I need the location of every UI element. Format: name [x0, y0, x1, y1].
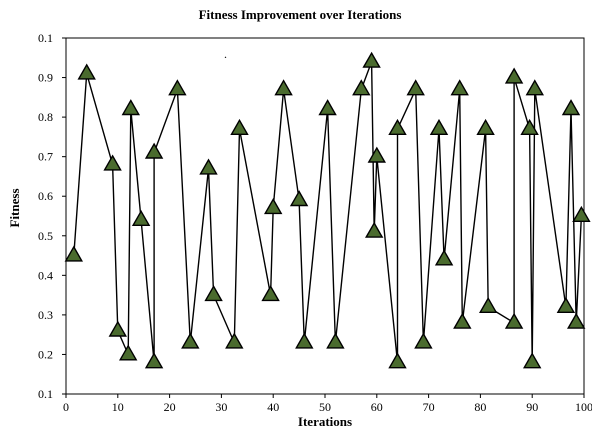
data-point-triangle	[181, 332, 200, 349]
data-point-triangle	[64, 245, 84, 262]
y-tick-label: 0.1	[38, 31, 53, 45]
data-point-triangle	[364, 221, 384, 238]
x-tick-label: 10	[112, 400, 124, 414]
data-point-triangle	[225, 332, 244, 349]
x-axis-label: Iterations	[298, 414, 352, 429]
data-point-triangle	[274, 79, 293, 96]
y-axis-label: Fitness	[7, 189, 22, 228]
data-point-triangle	[326, 332, 345, 349]
data-point-triangle	[367, 146, 387, 163]
data-point-triangle	[434, 249, 454, 266]
y-tick-label: 0.7	[38, 150, 53, 164]
data-point-triangle	[263, 197, 283, 215]
series-markers-group	[64, 51, 591, 369]
x-axis-ticks: 0 10 20 30 40 50 60 70 80 90 100	[63, 394, 592, 414]
data-point-triangle	[406, 79, 425, 96]
data-point-triangle	[414, 332, 433, 349]
y-tick-label: 0.6	[38, 189, 53, 203]
data-point-triangle	[77, 63, 96, 80]
data-point-triangle	[103, 154, 122, 171]
data-point-triangle	[230, 118, 249, 135]
y-tick-label: 0.5	[38, 229, 53, 243]
data-point-triangle	[362, 51, 381, 68]
data-point-triangle	[572, 205, 591, 222]
data-point-triangle	[561, 99, 581, 116]
data-point-triangle	[504, 67, 524, 84]
data-point-triangle	[352, 79, 371, 96]
y-tick-label: 0.4	[38, 268, 53, 282]
y-axis-ticks: 0.1 0.2 0.3 0.4 0.5 0.6 0.7 0.8 0.9 0.1	[38, 31, 66, 401]
data-point-triangle	[556, 296, 576, 313]
data-point-triangle	[429, 118, 449, 135]
data-point-triangle	[121, 99, 141, 116]
data-point-triangle	[478, 296, 498, 313]
chart-title: Fitness Improvement over Iterations	[199, 7, 402, 22]
data-point-triangle	[450, 79, 469, 96]
data-point-triangle	[525, 79, 545, 96]
data-point-triangle	[144, 352, 164, 369]
data-point-triangle	[520, 118, 539, 135]
x-tick-label: 70	[423, 400, 435, 414]
x-tick-label: 50	[319, 400, 331, 414]
x-tick-label: 20	[164, 400, 176, 414]
data-point-triangle	[204, 284, 223, 302]
data-point-triangle	[318, 99, 337, 116]
data-point-triangle	[289, 190, 309, 207]
x-tick-label: 100	[575, 400, 592, 414]
data-point-triangle	[388, 352, 407, 369]
x-tick-label: 80	[474, 400, 486, 414]
data-point-triangle	[131, 209, 151, 226]
data-point-triangle	[261, 284, 280, 302]
y-tick-label: 0.1	[38, 387, 53, 401]
data-point-triangle	[168, 79, 187, 96]
x-tick-label: 40	[267, 400, 279, 414]
data-point-triangle	[108, 320, 128, 337]
annotation-dot: .	[224, 47, 227, 61]
y-tick-label: 0.2	[38, 347, 53, 361]
y-tick-label: 0.3	[38, 308, 53, 322]
data-point-triangle	[118, 344, 138, 361]
y-tick-label: 0.8	[38, 110, 53, 124]
data-point-triangle	[388, 118, 407, 135]
data-point-triangle	[504, 312, 524, 329]
x-tick-label: 90	[526, 400, 538, 414]
x-tick-label: 30	[215, 400, 227, 414]
data-point-triangle	[566, 312, 586, 329]
data-point-triangle	[295, 332, 314, 349]
data-point-triangle	[199, 158, 218, 175]
data-point-triangle	[144, 142, 164, 159]
data-point-triangle	[476, 118, 495, 135]
data-point-triangle	[522, 352, 542, 369]
y-tick-label: 0.9	[38, 71, 53, 85]
x-tick-label: 0	[63, 400, 69, 414]
data-point-triangle	[453, 312, 472, 329]
x-tick-label: 60	[371, 400, 383, 414]
